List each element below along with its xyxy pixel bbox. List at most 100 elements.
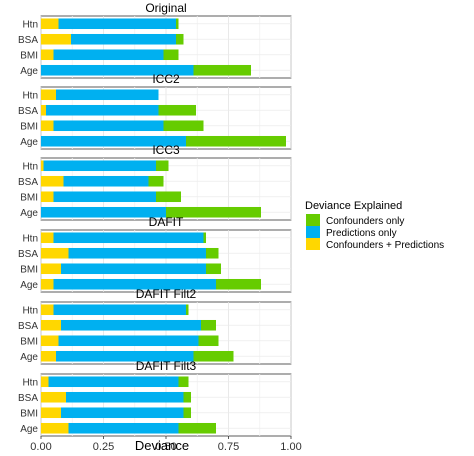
bar-conf-bsa xyxy=(201,319,216,331)
y-tick-label-bmi: BMI xyxy=(20,408,38,419)
x-axis-label: Deviance xyxy=(135,438,189,453)
x-tick-label: 0.00 xyxy=(30,441,51,453)
x-axis: 0.00 0.25 0.50 0.75 1.00 Deviance xyxy=(30,436,302,453)
bar-both-bsa xyxy=(41,33,71,45)
bar-pred-bsa xyxy=(71,33,176,45)
bar-conf-htn xyxy=(203,232,206,244)
legend-swatch-confounders-only xyxy=(306,214,320,226)
bar-pred-bmi xyxy=(53,120,164,132)
bar-both-htn xyxy=(41,89,56,101)
y-tick-label-htn: Htn xyxy=(22,161,38,172)
legend-label-confounders-plus-predictions: Confounders + Predictions xyxy=(326,240,444,251)
bar-pred-age xyxy=(53,278,216,290)
y-tick-label-bmi: BMI xyxy=(20,336,38,347)
bar-pred-bmi xyxy=(58,335,199,347)
panel-title: DAFIT Filt2 xyxy=(136,287,197,301)
bar-conf-bmi xyxy=(156,191,181,203)
bar-conf-bsa xyxy=(158,104,196,116)
bar-both-bmi xyxy=(41,263,61,275)
bar-conf-age xyxy=(166,206,261,218)
bar-conf-bsa xyxy=(183,391,191,403)
panel-title: ICC3 xyxy=(152,143,180,157)
panel-dafit-filt2: DAFIT Filt2 Htn BSA BMI Age xyxy=(18,287,292,365)
y-tick-label-age: Age xyxy=(20,137,38,148)
legend-label-predictions-only: Predictions only xyxy=(326,228,397,239)
y-tick-label-bsa: BSA xyxy=(18,106,38,117)
bar-conf-htn xyxy=(156,160,169,172)
bar-both-bmi xyxy=(41,120,54,132)
bar-both-bsa xyxy=(41,175,64,187)
bar-pred-bsa xyxy=(63,175,149,187)
panel-title: Original xyxy=(145,1,186,15)
bar-pred-age xyxy=(41,206,166,218)
y-tick-label-age: Age xyxy=(20,352,38,363)
y-tick-label-bsa: BSA xyxy=(18,249,38,260)
y-tick-label-htn: Htn xyxy=(22,305,38,316)
bar-both-htn xyxy=(41,160,44,172)
panels: Original Htn BSA BMI Age ICC2 Htn BSA BMI Age ICC3… xyxy=(18,1,292,437)
y-tick-label-bsa: BSA xyxy=(18,35,38,46)
bar-conf-bmi xyxy=(198,335,219,347)
bar-pred-bsa xyxy=(61,319,201,331)
bar-pred-bsa xyxy=(46,104,159,116)
panel-title: DAFIT Filt3 xyxy=(136,359,197,373)
bar-pred-bmi xyxy=(61,407,184,419)
bar-both-htn xyxy=(41,304,54,316)
legend-swatch-predictions-only xyxy=(306,226,320,238)
bar-conf-age xyxy=(193,350,234,362)
bar-conf-age xyxy=(178,422,216,434)
y-tick-label-bsa: BSA xyxy=(18,177,38,188)
bar-pred-htn xyxy=(58,18,176,30)
panel-title: DAFIT xyxy=(149,215,184,229)
x-tick-labels: 0.00 0.25 0.50 0.75 1.00 xyxy=(30,436,302,453)
panel-icc3: ICC3 Htn BSA BMI Age xyxy=(18,143,292,221)
x-tick-label: 1.00 xyxy=(280,441,301,453)
bar-pred-bsa xyxy=(66,391,184,403)
bar-both-bmi xyxy=(41,191,54,203)
y-tick-label-htn: Htn xyxy=(22,377,38,388)
bar-both-bsa xyxy=(41,247,69,259)
legend-swatch-confounders-plus-predictions xyxy=(306,238,320,250)
bar-pred-bmi xyxy=(53,49,164,61)
panel-original: Original Htn BSA BMI Age xyxy=(18,1,292,79)
bar-conf-bmi xyxy=(206,263,221,275)
y-tick-label-htn: Htn xyxy=(22,19,38,30)
panel-title: ICC2 xyxy=(152,72,180,86)
bar-pred-bmi xyxy=(61,263,206,275)
y-tick-label-bsa: BSA xyxy=(18,321,38,332)
bar-conf-age xyxy=(186,135,286,147)
y-tick-label-bsa: BSA xyxy=(18,393,38,404)
bar-conf-bmi xyxy=(163,120,204,132)
bar-both-age xyxy=(41,350,56,362)
bar-conf-bsa xyxy=(148,175,164,187)
bar-conf-age xyxy=(216,278,261,290)
bar-pred-age xyxy=(41,64,194,76)
bar-conf-htn xyxy=(176,18,179,30)
bar-both-htn xyxy=(41,376,49,388)
bar-conf-bsa xyxy=(206,247,219,259)
bar-both-bmi xyxy=(41,407,61,419)
bar-both-bsa xyxy=(41,104,46,116)
y-tick-label-bmi: BMI xyxy=(20,121,38,132)
y-tick-label-bmi: BMI xyxy=(20,50,38,61)
bar-conf-bmi xyxy=(183,407,191,419)
bar-pred-age xyxy=(56,350,194,362)
bar-both-age xyxy=(41,278,54,290)
bar-pred-htn xyxy=(56,89,159,101)
y-tick-label-htn: Htn xyxy=(22,90,38,101)
y-tick-label-age: Age xyxy=(20,424,38,435)
bar-conf-age xyxy=(193,64,251,76)
x-tick-label: 0.25 xyxy=(93,441,114,453)
bar-both-htn xyxy=(41,232,54,244)
y-tick-label-age: Age xyxy=(20,280,38,291)
legend-title: Deviance Explained xyxy=(305,200,402,212)
y-tick-label-htn: Htn xyxy=(22,233,38,244)
x-tick-label: 0.50 xyxy=(155,441,176,453)
bar-conf-bmi xyxy=(163,49,179,61)
y-tick-label-age: Age xyxy=(20,66,38,77)
panel-icc2: ICC2 Htn BSA BMI Age xyxy=(18,72,292,150)
bar-conf-htn xyxy=(186,304,189,316)
bar-pred-htn xyxy=(53,232,204,244)
bar-both-age xyxy=(41,422,69,434)
